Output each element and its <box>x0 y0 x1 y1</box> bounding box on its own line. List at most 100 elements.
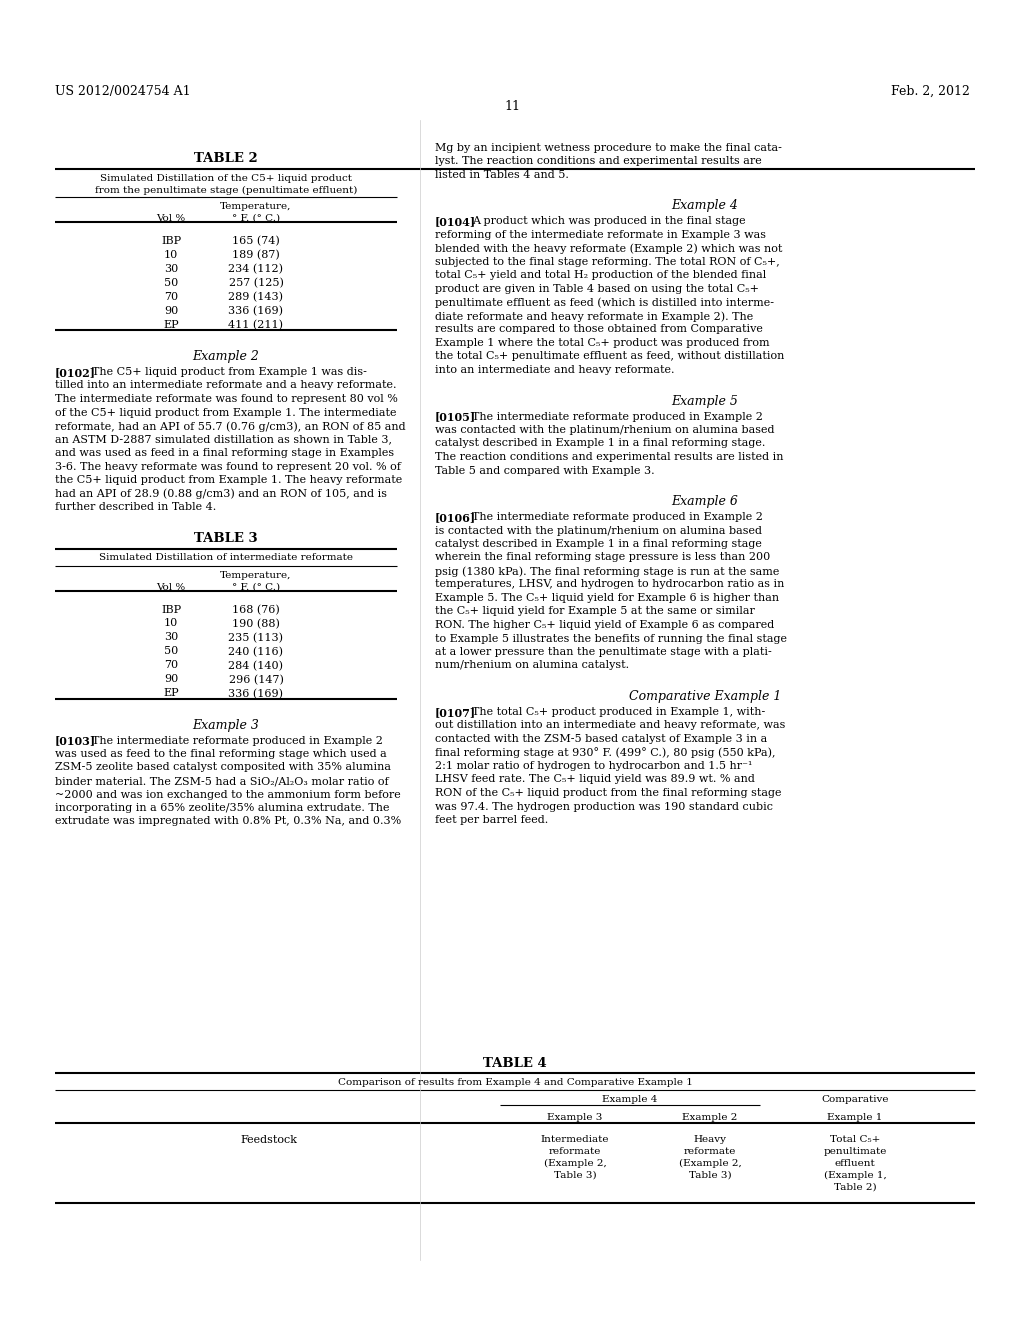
Text: 50: 50 <box>164 647 178 656</box>
Text: 10: 10 <box>164 249 178 260</box>
Text: catalyst described in Example 1 in a final reforming stage: catalyst described in Example 1 in a fin… <box>435 539 762 549</box>
Text: was used as feed to the final reforming stage which used a: was used as feed to the final reforming … <box>55 748 387 759</box>
Text: Example 5: Example 5 <box>672 395 738 408</box>
Text: (Example 2,: (Example 2, <box>679 1159 741 1168</box>
Text: 234 (112): 234 (112) <box>228 264 284 275</box>
Text: to Example 5 illustrates the benefits of running the final stage: to Example 5 illustrates the benefits of… <box>435 634 787 644</box>
Text: Example 2: Example 2 <box>193 350 259 363</box>
Text: Example 4: Example 4 <box>672 199 738 213</box>
Text: results are compared to those obtained from Comparative: results are compared to those obtained f… <box>435 325 763 334</box>
Text: 3-6. The heavy reformate was found to represent 20 vol. % of: 3-6. The heavy reformate was found to re… <box>55 462 400 471</box>
Text: the total C₅+ penultimate effluent as feed, without distillation: the total C₅+ penultimate effluent as fe… <box>435 351 784 362</box>
Text: the C₅+ liquid yield for Example 5 at the same or similar: the C₅+ liquid yield for Example 5 at th… <box>435 606 755 616</box>
Text: Example 6: Example 6 <box>672 495 738 508</box>
Text: was contacted with the platinum/rhenium on alumina based: was contacted with the platinum/rhenium … <box>435 425 774 436</box>
Text: US 2012/0024754 A1: US 2012/0024754 A1 <box>55 84 190 98</box>
Text: The intermediate reformate was found to represent 80 vol %: The intermediate reformate was found to … <box>55 393 398 404</box>
Text: [0102]: [0102] <box>55 367 96 378</box>
Text: reformate: reformate <box>684 1147 736 1156</box>
Text: Heavy: Heavy <box>693 1135 726 1144</box>
Text: extrudate was impregnated with 0.8% Pt, 0.3% Na, and 0.3%: extrudate was impregnated with 0.8% Pt, … <box>55 817 401 826</box>
Text: Feedstock: Feedstock <box>240 1135 297 1144</box>
Text: total C₅+ yield and total H₂ production of the blended final: total C₅+ yield and total H₂ production … <box>435 271 766 281</box>
Text: catalyst described in Example 1 in a final reforming stage.: catalyst described in Example 1 in a fin… <box>435 438 765 449</box>
Text: and was used as feed in a final reforming stage in Examples: and was used as feed in a final reformin… <box>55 447 394 458</box>
Text: 11: 11 <box>504 100 520 114</box>
Text: Example 4: Example 4 <box>602 1096 657 1104</box>
Text: TABLE 4: TABLE 4 <box>483 1057 547 1071</box>
Text: Temperature,: Temperature, <box>220 202 292 211</box>
Text: Simulated Distillation of intermediate reformate: Simulated Distillation of intermediate r… <box>99 553 353 562</box>
Text: The C5+ liquid product from Example 1 was dis-: The C5+ liquid product from Example 1 wa… <box>92 367 367 378</box>
Text: EP: EP <box>163 689 179 698</box>
Text: temperatures, LHSV, and hydrogen to hydrocarbon ratio as in: temperatures, LHSV, and hydrogen to hydr… <box>435 579 784 590</box>
Text: [0103]: [0103] <box>55 735 96 747</box>
Text: (Example 2,: (Example 2, <box>544 1159 606 1168</box>
Text: Comparative Example 1: Comparative Example 1 <box>629 690 781 704</box>
Text: penultimate effluent as feed (which is distilled into interme-: penultimate effluent as feed (which is d… <box>435 297 774 308</box>
Text: Example 1 where the total C₅+ product was produced from: Example 1 where the total C₅+ product wa… <box>435 338 770 348</box>
Text: 336 (169): 336 (169) <box>228 689 284 698</box>
Text: 190 (88): 190 (88) <box>232 619 280 628</box>
Text: 90: 90 <box>164 675 178 685</box>
Text: into an intermediate and heavy reformate.: into an intermediate and heavy reformate… <box>435 366 675 375</box>
Text: 30: 30 <box>164 264 178 275</box>
Text: 10: 10 <box>164 619 178 628</box>
Text: Example 2: Example 2 <box>682 1113 737 1122</box>
Text: Intermediate: Intermediate <box>541 1135 609 1144</box>
Text: out distillation into an intermediate and heavy reformate, was: out distillation into an intermediate an… <box>435 721 785 730</box>
Text: 336 (169): 336 (169) <box>228 306 284 317</box>
Text: the C5+ liquid product from Example 1. The heavy reformate: the C5+ liquid product from Example 1. T… <box>55 475 402 484</box>
Text: RON of the C₅+ liquid product from the final reforming stage: RON of the C₅+ liquid product from the f… <box>435 788 781 799</box>
Text: ~2000 and was ion exchanged to the ammonium form before: ~2000 and was ion exchanged to the ammon… <box>55 789 400 800</box>
Text: 289 (143): 289 (143) <box>228 292 284 302</box>
Text: 235 (113): 235 (113) <box>228 632 284 643</box>
Text: lyst. The reaction conditions and experimental results are: lyst. The reaction conditions and experi… <box>435 157 762 166</box>
Text: final reforming stage at 930° F. (499° C.), 80 psig (550 kPa),: final reforming stage at 930° F. (499° C… <box>435 747 775 759</box>
Text: reformate, had an API of 55.7 (0.76 g/cm3), an RON of 85 and: reformate, had an API of 55.7 (0.76 g/cm… <box>55 421 406 432</box>
Text: had an API of 28.9 (0.88 g/cm3) and an RON of 105, and is: had an API of 28.9 (0.88 g/cm3) and an R… <box>55 488 387 499</box>
Text: The intermediate reformate produced in Example 2: The intermediate reformate produced in E… <box>472 512 763 521</box>
Text: [0105]: [0105] <box>435 412 476 422</box>
Text: 411 (211): 411 (211) <box>228 319 284 330</box>
Text: The intermediate reformate produced in Example 2: The intermediate reformate produced in E… <box>92 735 383 746</box>
Text: 296 (147): 296 (147) <box>228 675 284 685</box>
Text: The reaction conditions and experimental results are listed in: The reaction conditions and experimental… <box>435 451 783 462</box>
Text: contacted with the ZSM-5 based catalyst of Example 3 in a: contacted with the ZSM-5 based catalyst … <box>435 734 767 744</box>
Text: an ASTM D-2887 simulated distillation as shown in Table 3,: an ASTM D-2887 simulated distillation as… <box>55 434 392 445</box>
Text: wherein the final reforming stage pressure is less than 200: wherein the final reforming stage pressu… <box>435 553 770 562</box>
Text: at a lower pressure than the penultimate stage with a plati-: at a lower pressure than the penultimate… <box>435 647 772 657</box>
Text: further described in Table 4.: further described in Table 4. <box>55 502 216 512</box>
Text: ° F. (° C.): ° F. (° C.) <box>232 582 280 591</box>
Text: diate reformate and heavy reformate in Example 2). The: diate reformate and heavy reformate in E… <box>435 312 754 322</box>
Text: Table 3): Table 3) <box>689 1171 731 1180</box>
Text: Simulated Distillation of the C5+ liquid product: Simulated Distillation of the C5+ liquid… <box>100 174 352 183</box>
Text: psig (1380 kPa). The final reforming stage is run at the same: psig (1380 kPa). The final reforming sta… <box>435 566 779 577</box>
Text: Comparison of results from Example 4 and Comparative Example 1: Comparison of results from Example 4 and… <box>338 1078 692 1086</box>
Text: [0104]: [0104] <box>435 216 476 227</box>
Text: Table 3): Table 3) <box>554 1171 596 1180</box>
Text: Example 3: Example 3 <box>547 1113 603 1122</box>
Text: 165 (74): 165 (74) <box>232 236 280 247</box>
Text: 70: 70 <box>164 292 178 302</box>
Text: EP: EP <box>163 319 179 330</box>
Text: reformate: reformate <box>549 1147 601 1156</box>
Text: binder material. The ZSM-5 had a SiO₂/Al₂O₃ molar ratio of: binder material. The ZSM-5 had a SiO₂/Al… <box>55 776 389 785</box>
Text: product are given in Table 4 based on using the total C₅+: product are given in Table 4 based on us… <box>435 284 759 294</box>
Text: effluent: effluent <box>835 1159 876 1168</box>
Text: Feb. 2, 2012: Feb. 2, 2012 <box>891 84 970 98</box>
Text: Temperature,: Temperature, <box>220 570 292 579</box>
Text: [0106]: [0106] <box>435 512 476 523</box>
Text: 257 (125): 257 (125) <box>228 279 284 288</box>
Text: 189 (87): 189 (87) <box>232 249 280 260</box>
Text: TABLE 2: TABLE 2 <box>195 152 258 165</box>
Text: Example 3: Example 3 <box>193 718 259 731</box>
Text: 50: 50 <box>164 279 178 288</box>
Text: (Example 1,: (Example 1, <box>823 1171 887 1180</box>
Text: ZSM-5 zeolite based catalyst composited with 35% alumina: ZSM-5 zeolite based catalyst composited … <box>55 763 391 772</box>
Text: Mg by an incipient wetness procedure to make the final cata-: Mg by an incipient wetness procedure to … <box>435 143 782 153</box>
Text: ° F. (° C.): ° F. (° C.) <box>232 214 280 223</box>
Text: 70: 70 <box>164 660 178 671</box>
Text: 284 (140): 284 (140) <box>228 660 284 671</box>
Text: 2:1 molar ratio of hydrogen to hydrocarbon and 1.5 hr⁻¹: 2:1 molar ratio of hydrogen to hydrocarb… <box>435 762 753 771</box>
